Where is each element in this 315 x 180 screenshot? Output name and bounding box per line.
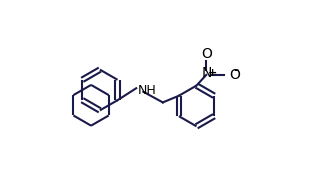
Text: -: - <box>233 64 238 77</box>
Text: NH: NH <box>138 84 157 96</box>
Text: N: N <box>202 66 212 80</box>
Text: O: O <box>229 68 240 82</box>
Text: O: O <box>201 47 212 61</box>
Text: +: + <box>208 68 217 78</box>
